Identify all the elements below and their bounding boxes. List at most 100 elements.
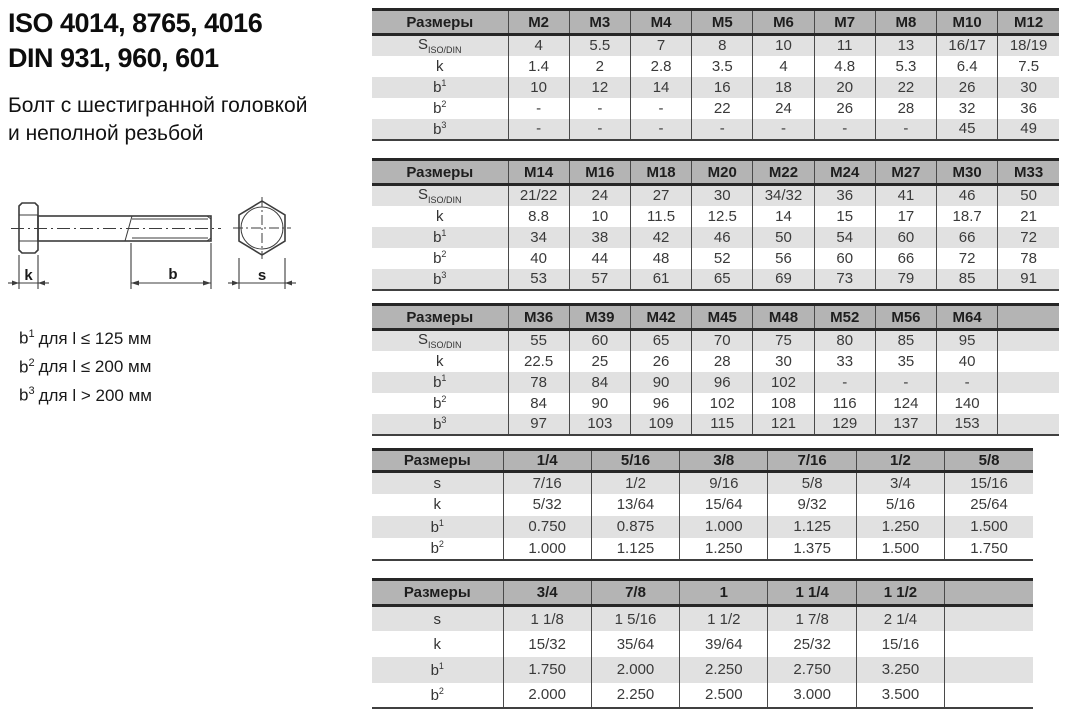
value-cell: 1.500 xyxy=(944,515,1033,538)
table-row: b1 10 12 14 16 18 20 22 26 30 xyxy=(372,76,1059,98)
value-cell: 102 xyxy=(691,392,753,414)
value-cell: 21/22 xyxy=(507,184,570,206)
row-label: s xyxy=(433,610,442,628)
value-cell: 3.5 xyxy=(691,55,753,77)
table-row: b2 40 44 48 52 56 60 66 72 78 xyxy=(372,247,1059,269)
value-cell: - xyxy=(629,118,692,140)
size-column-header: M20 xyxy=(691,159,753,186)
size-column-header: M3 xyxy=(568,9,631,36)
value-cell: 91 xyxy=(997,268,1059,290)
table-row: k 8.8 10 11.5 12.5 14 15 17 18.7 21 xyxy=(372,205,1059,227)
size-column-header: 1 1/4 xyxy=(767,579,857,607)
value-cell: 55 xyxy=(507,329,570,351)
value-cell: 30 xyxy=(752,350,815,372)
value-cell: 4 xyxy=(507,34,570,56)
value-cell: 6.4 xyxy=(936,55,998,77)
dimensions-column-header: Размеры xyxy=(372,449,503,473)
value-cell: - xyxy=(813,118,876,140)
value-cell: 10 xyxy=(568,205,631,227)
size-column-header: M64 xyxy=(936,304,998,331)
value-cell: 18.7 xyxy=(936,205,998,227)
value-cell: - xyxy=(691,118,753,140)
table-row: b2 2.000 2.250 2.500 3.000 3.500 xyxy=(372,682,1033,709)
table-row: b3- - - - - - -45 49 xyxy=(372,118,1059,140)
value-cell: 15/32 xyxy=(502,631,592,657)
value-cell: 1 1/2 xyxy=(679,605,768,632)
value-cell: 8 xyxy=(691,34,753,56)
value-cell: 3.250 xyxy=(855,656,945,683)
value-cell xyxy=(944,605,1033,632)
size-column-header: 7/8 xyxy=(590,579,680,607)
value-cell: 1.000 xyxy=(679,515,768,538)
dimension-b: b xyxy=(130,243,212,289)
value-cell: - xyxy=(568,118,631,140)
value-cell: 15/16 xyxy=(855,631,945,657)
value-cell: 60 xyxy=(568,329,631,351)
value-cell: 21 xyxy=(997,205,1059,227)
dimension-label-s: s xyxy=(258,267,266,284)
value-cell: 45 xyxy=(936,118,998,140)
size-column-header: M36 xyxy=(507,304,570,331)
size-column-header: M56 xyxy=(874,304,937,331)
value-cell: 124 xyxy=(874,392,937,414)
value-cell: - xyxy=(874,118,937,140)
value-cell: 41 xyxy=(874,184,937,206)
value-cell: 13/64 xyxy=(590,493,680,516)
value-cell: 1.375 xyxy=(767,537,857,560)
table-row: k 15/32 35/64 39/64 25/32 15/16 xyxy=(372,631,1033,657)
empty-column-header xyxy=(997,304,1059,331)
value-cell: 72 xyxy=(936,247,998,269)
row-label: b2 xyxy=(433,394,447,412)
value-cell: 115 xyxy=(691,413,753,435)
value-cell: 60 xyxy=(813,247,876,269)
table-row: SISO/DIN 55 60 65 70 75 80 85 95 xyxy=(372,329,1059,351)
value-cell: 34/32 xyxy=(752,184,815,206)
size-column-header: M4 xyxy=(629,9,692,36)
row-label: SISO/DIN xyxy=(417,185,462,205)
size-column-header: 5/8 xyxy=(944,449,1033,473)
value-cell: 4 xyxy=(752,55,815,77)
size-column-header: M12 xyxy=(997,9,1059,36)
value-cell: 84 xyxy=(507,392,570,414)
value-cell xyxy=(997,371,1059,393)
value-cell: 5.5 xyxy=(568,34,631,56)
value-cell: 5/32 xyxy=(502,493,592,516)
note-b2: b2 для l ≤ 200 мм xyxy=(19,356,152,377)
title-iso-line: ISO 4014, 8765, 4016 xyxy=(8,8,263,38)
value-cell: 70 xyxy=(691,329,753,351)
value-cell: 1.000 xyxy=(502,537,592,560)
value-cell: - xyxy=(936,371,998,393)
dimension-k: k xyxy=(8,255,49,289)
value-cell: 5.3 xyxy=(874,55,937,77)
value-cell: - xyxy=(507,97,570,119)
value-cell: 30 xyxy=(997,76,1059,98)
value-cell: 3.500 xyxy=(855,682,945,709)
row-label: k xyxy=(436,57,444,75)
value-cell: 5/16 xyxy=(855,493,945,516)
dimension-s: s xyxy=(228,258,296,289)
size-column-header: 7/16 xyxy=(767,449,857,473)
table-row: SISO/DIN 4 5.5 7 8 10 11 13 16/17 18/19 xyxy=(372,34,1059,56)
value-cell: 73 xyxy=(813,268,876,290)
size-column-header: M42 xyxy=(629,304,692,331)
value-cell: 153 xyxy=(936,413,998,435)
value-cell: 15/16 xyxy=(944,471,1033,494)
value-cell: 61 xyxy=(629,268,692,290)
value-cell: 52 xyxy=(691,247,753,269)
table-row: b1 34 38 42 46 50 54 60 66 72 xyxy=(372,226,1059,248)
value-cell: 9/16 xyxy=(679,471,768,494)
value-cell: 38 xyxy=(568,226,631,248)
value-cell: 78 xyxy=(997,247,1059,269)
value-cell: 57 xyxy=(568,268,631,290)
value-cell: 116 xyxy=(813,392,876,414)
value-cell: 5/8 xyxy=(767,471,857,494)
value-cell: 7.5 xyxy=(997,55,1059,77)
size-column-header: 5/16 xyxy=(590,449,680,473)
value-cell: 25/64 xyxy=(944,493,1033,516)
value-cell: 2.250 xyxy=(590,682,680,709)
value-cell: 1.125 xyxy=(590,537,680,560)
value-cell: 18 xyxy=(752,76,815,98)
value-cell: 10 xyxy=(752,34,815,56)
value-cell: 9/32 xyxy=(767,493,857,516)
table-row: s 1 1/8 1 5/16 1 1/2 1 7/8 2 1/4 xyxy=(372,605,1033,632)
